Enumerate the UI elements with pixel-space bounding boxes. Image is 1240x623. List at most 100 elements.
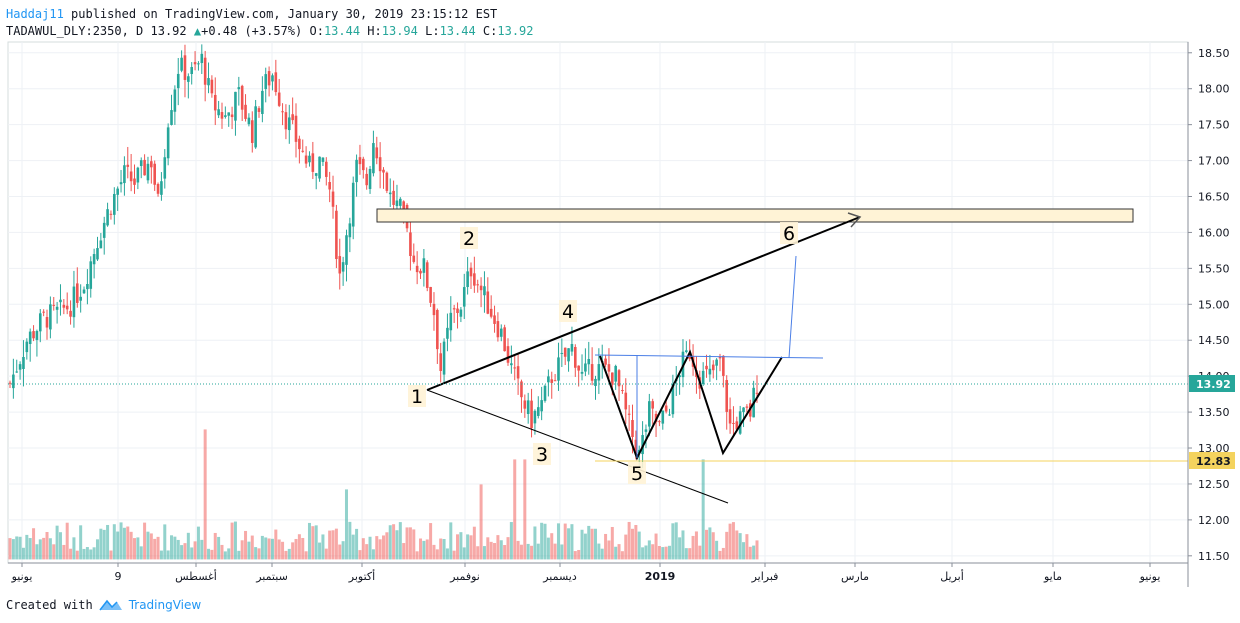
candle-body xyxy=(146,163,150,181)
volume-bar xyxy=(476,546,480,560)
time-tick-label: نوفمبر xyxy=(449,570,480,583)
volume-bar xyxy=(445,548,449,560)
volume-bar xyxy=(284,550,288,560)
volume-bar xyxy=(526,543,530,560)
candle-body xyxy=(314,173,318,176)
candle-body xyxy=(72,286,76,318)
candle-body xyxy=(664,405,668,412)
volume-bar xyxy=(15,536,19,560)
volume-bar xyxy=(688,548,692,560)
candle-body xyxy=(678,375,681,378)
candle-body xyxy=(264,74,268,90)
volume-bar xyxy=(334,528,338,560)
volume-bar xyxy=(624,534,628,560)
candlestick-series xyxy=(8,44,759,469)
volume-bar xyxy=(25,534,29,560)
footer: Created with TradingView xyxy=(6,598,201,612)
candle-body xyxy=(641,435,644,455)
volume-bar xyxy=(627,521,631,560)
time-tick-label: سبتمبر xyxy=(255,570,288,583)
volume-bar xyxy=(341,541,345,560)
candle-body xyxy=(722,355,725,376)
candle-body xyxy=(69,310,72,317)
price-tick-label: 15.00 xyxy=(1198,298,1230,311)
wave-label: 1 xyxy=(411,386,423,408)
volume-bar xyxy=(200,539,204,560)
volume-bar xyxy=(580,529,584,560)
candle-body xyxy=(658,421,661,423)
candle-body xyxy=(671,383,675,415)
volume-bar xyxy=(742,542,746,560)
candle-body xyxy=(348,223,352,238)
candle-body xyxy=(590,364,594,381)
candle-body xyxy=(136,167,140,183)
volume-bar xyxy=(432,544,436,560)
volume-bar xyxy=(735,530,739,560)
candle-body xyxy=(55,306,59,310)
price-axis[interactable]: 11.5012.0012.5013.0013.5014.0014.5015.00… xyxy=(1187,42,1235,587)
volume-bar xyxy=(32,528,36,560)
close-value: 13.92 xyxy=(497,24,534,38)
candle-body xyxy=(489,308,493,317)
candle-body xyxy=(109,213,113,215)
candle-body xyxy=(584,363,587,372)
plot-frame xyxy=(7,41,1189,564)
candle-body xyxy=(200,53,204,64)
volume-bar xyxy=(213,532,217,560)
wave-label-bg xyxy=(559,300,577,322)
time-axis[interactable]: يونيو 9 أغسطس سبتمبر أكتوبر نوفمبر ديسمبر 2019 ف… xyxy=(8,562,1188,583)
price-tick-label: 13.00 xyxy=(1198,442,1230,455)
price-tick-label: 14.50 xyxy=(1198,334,1230,347)
volume-bar xyxy=(456,534,460,560)
volume-bar xyxy=(254,547,258,560)
volume-bar xyxy=(382,535,385,560)
volume-bar xyxy=(738,533,742,560)
upper-trendline xyxy=(426,216,861,391)
candle-body xyxy=(617,370,621,387)
volume-bar xyxy=(543,523,547,560)
candle-body xyxy=(503,327,506,352)
volume-bar xyxy=(489,541,493,560)
candle-body xyxy=(308,155,311,163)
candle-body xyxy=(631,420,634,438)
volume-bar xyxy=(331,530,335,560)
candle-body xyxy=(156,184,160,194)
candle-body xyxy=(409,232,412,257)
candle-body xyxy=(378,157,382,172)
volume-bar xyxy=(620,551,624,560)
candle-body xyxy=(624,392,628,410)
volume-bar xyxy=(570,524,574,560)
volume-bar xyxy=(55,525,59,560)
candle-body xyxy=(422,258,426,273)
volume-bar xyxy=(745,534,749,560)
volume-bar xyxy=(546,537,550,560)
volume-bar xyxy=(166,550,170,560)
volume-bar xyxy=(99,528,103,560)
candle-body xyxy=(240,85,244,110)
volume-bar xyxy=(516,540,520,560)
candle-body xyxy=(234,91,237,121)
candle-body xyxy=(543,385,547,401)
candle-body xyxy=(139,160,143,167)
candle-body xyxy=(611,372,614,385)
tradingview-brand[interactable]: TradingView xyxy=(128,598,202,612)
volume-bar xyxy=(106,524,110,560)
candle-body xyxy=(190,67,194,75)
volume-bar xyxy=(462,547,466,560)
volume-bar xyxy=(328,530,332,560)
candle-body xyxy=(462,287,466,307)
candle-body xyxy=(237,87,241,90)
candle-body xyxy=(129,171,133,182)
price-tick-label: 16.00 xyxy=(1198,226,1230,239)
volume-bar xyxy=(355,528,359,560)
drawings-layer[interactable]: 1 2 3 4 5 6 xyxy=(8,208,1188,504)
volume-bar xyxy=(651,544,655,560)
volume-bar xyxy=(365,544,369,560)
volume-bar xyxy=(217,536,221,560)
candle-body xyxy=(351,182,355,227)
author-name[interactable]: Haddaj11 xyxy=(6,7,64,21)
candle-body xyxy=(153,163,156,185)
tradingview-logo-icon xyxy=(99,599,122,611)
volume-bar xyxy=(38,539,42,560)
